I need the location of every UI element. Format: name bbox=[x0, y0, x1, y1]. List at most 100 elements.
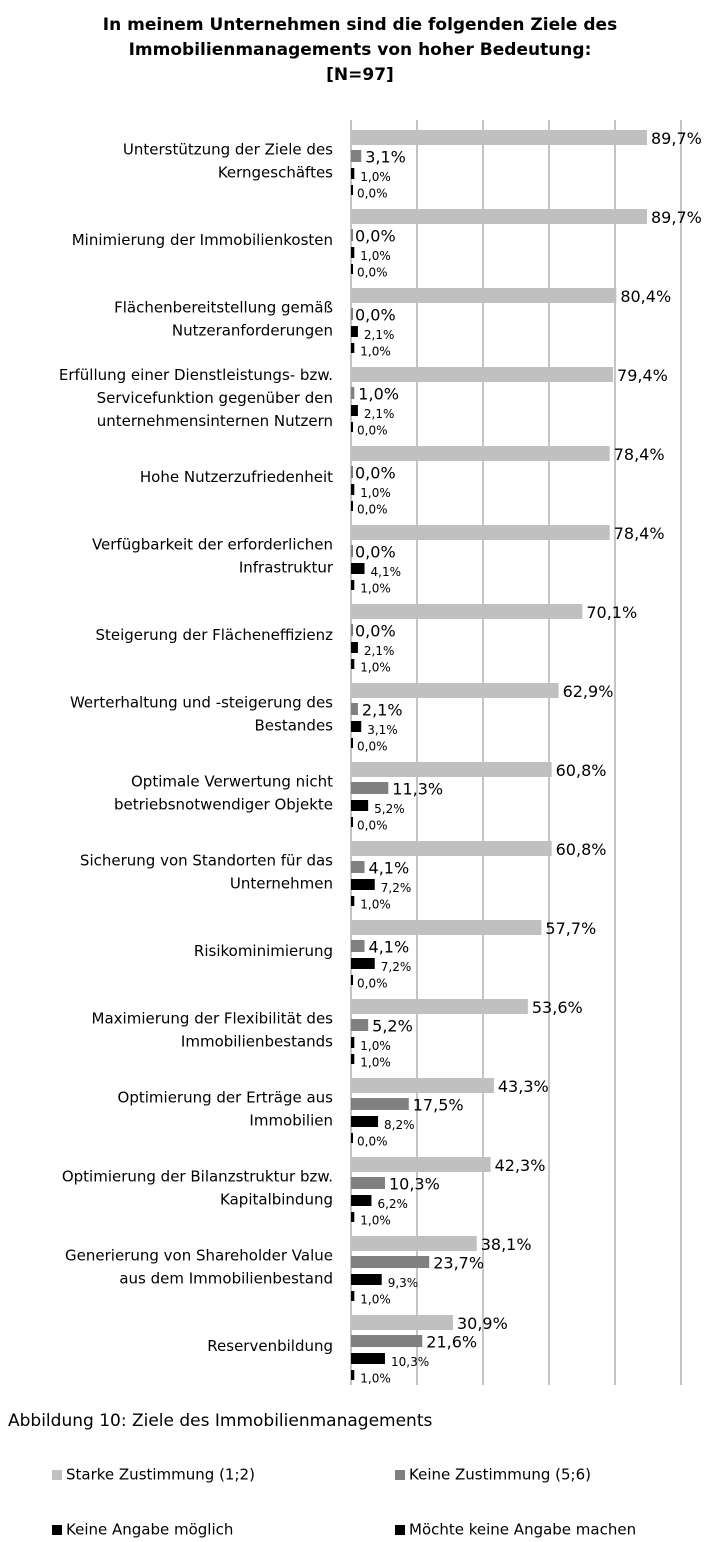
bar bbox=[351, 1078, 494, 1093]
value-label: 0,0% bbox=[355, 306, 396, 325]
bar bbox=[351, 1098, 409, 1110]
bar bbox=[351, 1291, 355, 1301]
legend-swatch bbox=[395, 1470, 405, 1480]
category-label: Erfüllung einer Dienstleistungs- bzw. Ser… bbox=[59, 366, 333, 430]
value-label: 17,5% bbox=[413, 1096, 464, 1115]
bar bbox=[351, 150, 362, 162]
value-label: 0,0% bbox=[357, 740, 388, 754]
value-label: 78,4% bbox=[614, 524, 665, 543]
value-label: 38,1% bbox=[481, 1235, 532, 1254]
bar bbox=[351, 1236, 477, 1251]
bar bbox=[351, 975, 353, 985]
bar bbox=[351, 782, 389, 794]
value-label: 0,0% bbox=[355, 543, 396, 562]
bar bbox=[351, 130, 648, 145]
category-label: Optimierung der Erträge aus Immobilien bbox=[118, 1088, 334, 1129]
legend-swatch bbox=[52, 1470, 62, 1480]
category-label: Flächenbereitstellung gemäß Nutzeranforde… bbox=[114, 298, 333, 339]
value-label: 7,2% bbox=[381, 881, 412, 895]
value-label: 62,9% bbox=[563, 682, 614, 701]
value-label: 0,0% bbox=[357, 819, 388, 833]
value-label: 4,1% bbox=[369, 938, 410, 957]
bar bbox=[351, 920, 542, 935]
value-label: 0,0% bbox=[355, 464, 396, 483]
bar bbox=[351, 642, 358, 653]
value-label: 60,8% bbox=[556, 761, 607, 780]
value-label: 89,7% bbox=[651, 208, 702, 227]
value-label: 5,2% bbox=[374, 802, 405, 816]
bar bbox=[351, 343, 355, 353]
value-label: 1,0% bbox=[360, 1372, 391, 1386]
bar bbox=[351, 209, 648, 224]
bar bbox=[351, 1274, 382, 1285]
value-label: 1,0% bbox=[360, 170, 391, 184]
bar bbox=[351, 1157, 491, 1172]
bar bbox=[351, 1212, 355, 1222]
legend-label: Keine Angabe möglich bbox=[66, 1521, 233, 1539]
value-label: 53,6% bbox=[532, 998, 583, 1017]
value-label: 10,3% bbox=[391, 1355, 429, 1369]
category-label: Optimale Verwertung nicht betriebsnotwend… bbox=[114, 772, 333, 813]
legend-swatch bbox=[395, 1525, 405, 1535]
value-label: 3,1% bbox=[365, 148, 406, 167]
value-label: 6,2% bbox=[377, 1197, 408, 1211]
bar bbox=[351, 738, 353, 748]
legend-label: Starke Zustimmung (1;2) bbox=[66, 1466, 255, 1484]
value-label: 2,1% bbox=[364, 328, 395, 342]
bar bbox=[351, 762, 552, 777]
bar bbox=[351, 387, 355, 399]
bar bbox=[351, 1133, 353, 1143]
bar bbox=[351, 896, 355, 906]
value-label: 23,7% bbox=[433, 1254, 484, 1273]
bar bbox=[351, 308, 353, 320]
value-label: 0,0% bbox=[357, 266, 388, 280]
value-label: 2,1% bbox=[364, 644, 395, 658]
category-label: Minimierung der Immobilienkosten bbox=[72, 231, 333, 249]
value-label: 21,6% bbox=[426, 1333, 477, 1352]
bar bbox=[351, 1116, 379, 1127]
value-label: 8,2% bbox=[384, 1118, 415, 1132]
value-label: 2,1% bbox=[364, 407, 395, 421]
value-label: 1,0% bbox=[360, 1039, 391, 1053]
value-label: 1,0% bbox=[360, 1056, 391, 1070]
value-label: 30,9% bbox=[457, 1314, 508, 1333]
value-label: 57,7% bbox=[545, 919, 596, 938]
bar bbox=[351, 405, 358, 416]
category-label: Werterhaltung und -steigerung des Bestand… bbox=[70, 693, 333, 734]
bar bbox=[351, 817, 353, 827]
legend-label: Möchte keine Angabe machen bbox=[409, 1521, 636, 1539]
value-label: 70,1% bbox=[586, 603, 637, 622]
category-label: Steigerung der Flächeneffizienz bbox=[95, 626, 333, 644]
bar bbox=[351, 800, 369, 811]
category-label: Verfügbarkeit der erforderlichen Infrastr… bbox=[92, 535, 334, 576]
bar bbox=[351, 501, 353, 511]
bar bbox=[351, 563, 365, 574]
bar bbox=[351, 841, 552, 856]
bar bbox=[351, 288, 617, 303]
category-label: Maximierung der Flexibilität des Immobili… bbox=[92, 1009, 334, 1050]
value-label: 0,0% bbox=[355, 227, 396, 246]
value-label: 1,0% bbox=[360, 345, 391, 359]
bar bbox=[351, 624, 353, 636]
category-label: Generierung von Shareholder Value aus dem… bbox=[65, 1246, 333, 1287]
bar bbox=[351, 264, 353, 274]
bar bbox=[351, 879, 375, 890]
value-label: 0,0% bbox=[357, 187, 388, 201]
bar bbox=[351, 1195, 372, 1206]
bar bbox=[351, 247, 355, 258]
value-label: 7,2% bbox=[381, 960, 412, 974]
value-label: 4,1% bbox=[371, 565, 402, 579]
caption: Abbildung 10: Ziele des Immobilienmanage… bbox=[8, 1411, 432, 1431]
value-label: 0,0% bbox=[357, 977, 388, 991]
bar bbox=[351, 326, 358, 337]
value-label: 1,0% bbox=[360, 898, 391, 912]
bar bbox=[351, 1177, 385, 1189]
bar bbox=[351, 604, 583, 619]
bar bbox=[351, 1256, 430, 1268]
value-label: 1,0% bbox=[360, 1214, 391, 1228]
bar bbox=[351, 1370, 355, 1380]
value-label: 42,3% bbox=[495, 1156, 546, 1175]
value-label: 89,7% bbox=[651, 129, 702, 148]
bar bbox=[351, 525, 610, 540]
